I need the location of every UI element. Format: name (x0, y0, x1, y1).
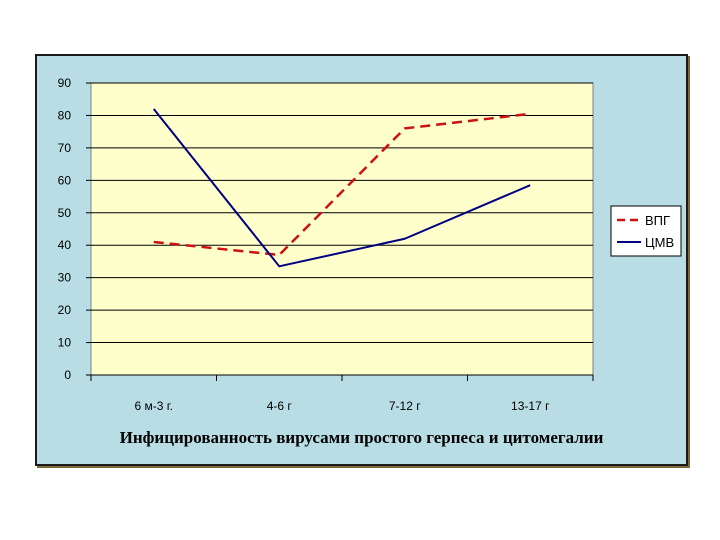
series-line-2 (152, 108, 531, 268)
series-line-1 (153, 112, 531, 257)
legend: ВПГ ЦМВ (610, 205, 682, 257)
legend-box (610, 205, 682, 257)
series-lines (152, 108, 531, 268)
y-tick-label: 70 (58, 141, 72, 155)
y-tick-label: 80 (58, 108, 72, 122)
y-tick-label: 90 (58, 76, 72, 90)
chart-title: Инфицированность вирусами простого герпе… (119, 428, 604, 447)
axes: 0 10 20 30 40 50 60 70 80 90 6 м-3 г. 4-6 г 7-12 г 13… (58, 76, 594, 413)
plot-area (90, 82, 594, 376)
y-tick-label: 10 (58, 336, 72, 350)
x-tick-label: 7-12 г (389, 399, 421, 413)
x-tick-label: 6 м-3 г. (134, 399, 173, 413)
legend-label-2: ЦМВ (645, 235, 674, 250)
y-tick-label: 30 (58, 271, 72, 285)
y-tick-label: 50 (58, 206, 72, 220)
y-tick-label: 20 (58, 303, 72, 317)
line-chart: 0 10 20 30 40 50 60 70 80 90 6 м-3 г. 4-6 г 7-12 г 13… (58, 76, 682, 413)
chart-frame: 0 10 20 30 40 50 60 70 80 90 6 м-3 г. 4-6 г 7-12 г 13… (35, 54, 688, 466)
x-tick-label: 13-17 г (511, 399, 550, 413)
y-tick-label: 0 (64, 368, 71, 382)
y-tick-label: 40 (58, 238, 72, 252)
y-tick-label: 60 (58, 173, 72, 187)
legend-label-1: ВПГ (645, 213, 670, 228)
x-tick-label: 4-6 г (267, 399, 293, 413)
